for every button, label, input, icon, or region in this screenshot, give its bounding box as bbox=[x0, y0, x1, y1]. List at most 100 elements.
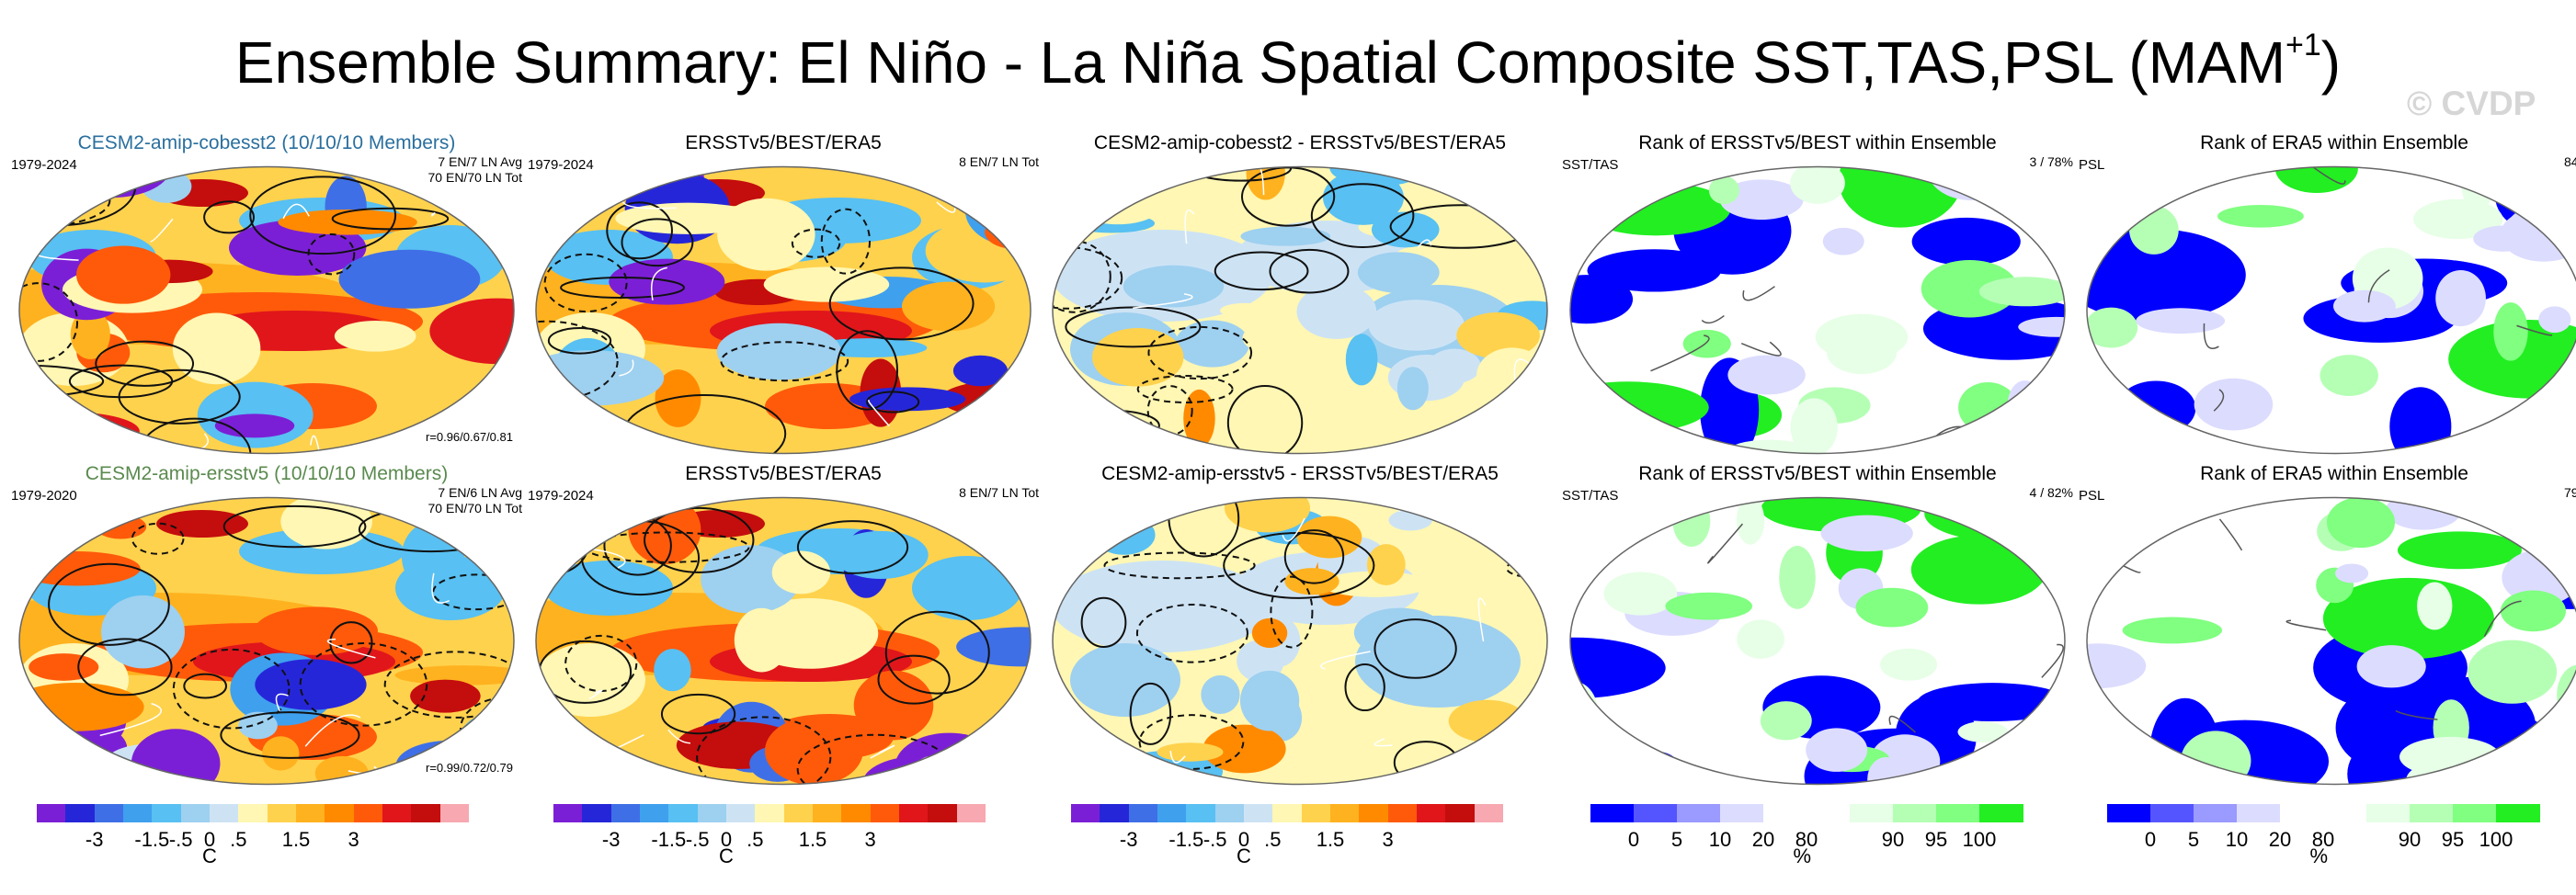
colorbar-tick-label: .5 bbox=[230, 828, 247, 851]
panel-title: CESM2-amip-ersstv5 (10/10/10 Members) bbox=[85, 463, 449, 484]
colorbar-box bbox=[1272, 804, 1303, 822]
map-panel-4: Rank of ERSSTv5/BEST within Ensemble SST/… bbox=[1560, 132, 2075, 471]
colorbar-box bbox=[411, 804, 441, 822]
colorbar-box bbox=[870, 804, 900, 822]
colorbar-box bbox=[1417, 804, 1446, 822]
colorbar-tick-label: 1.5 bbox=[281, 828, 311, 851]
colorbar-tick-label: 95 bbox=[2441, 828, 2465, 851]
cvdp-watermark: © CVDP bbox=[2407, 85, 2536, 122]
colorbar-box bbox=[2150, 804, 2194, 822]
map-panel-5: Rank of ERA5 within Ensemble PSL 84% bbox=[2077, 132, 2576, 471]
panel-count-line: 79% bbox=[2563, 485, 2576, 500]
colorbar-box bbox=[697, 804, 727, 822]
panel-period-label: PSL bbox=[2079, 488, 2105, 504]
colorbar-tick-label: -3 bbox=[601, 828, 621, 851]
colorbar-tick-label: 10 bbox=[1708, 828, 1732, 851]
panel-title: Rank of ERA5 within Ensemble bbox=[2200, 463, 2468, 484]
map-panel-2: ERSSTv5/BEST/ERA5 1979-2024 8 EN/7 LN Tot bbox=[526, 132, 1041, 471]
globe-map bbox=[18, 165, 515, 455]
colorbar-tick-label: 1.5 bbox=[798, 828, 827, 851]
colorbar-box bbox=[956, 804, 986, 822]
panel-title: Rank of ERA5 within Ensemble bbox=[2200, 132, 2468, 153]
colorbar-tick-label: 0 bbox=[2144, 828, 2157, 851]
colorbar-tick-label: 0 bbox=[203, 828, 216, 851]
colorbar-box bbox=[1720, 804, 1764, 822]
panel-title: ERSSTv5/BEST/ERA5 bbox=[685, 132, 882, 153]
panel-correlation-label: r=0.96/0.67/0.81 bbox=[425, 430, 513, 444]
globe-map bbox=[1569, 496, 2066, 786]
colorbar-tick-label: -3 bbox=[1119, 828, 1138, 851]
globe-map bbox=[535, 165, 1032, 455]
colorbar-box bbox=[2453, 804, 2497, 822]
colorbar-box bbox=[1359, 804, 1389, 822]
title-superscript: +1 bbox=[2285, 28, 2321, 62]
colorbar-box bbox=[1186, 804, 1216, 822]
colorbar-tick-label: 100 bbox=[2479, 828, 2513, 851]
colorbar-box bbox=[1677, 804, 1721, 822]
colorbar-box bbox=[325, 804, 355, 822]
rank-colorbar: 0 5 10 20 80 90 95 100% bbox=[2107, 804, 2540, 867]
colorbar-box bbox=[2237, 804, 2281, 822]
colorbar-box bbox=[1445, 804, 1476, 822]
colorbar-box bbox=[94, 804, 124, 822]
colorbar-box bbox=[1893, 804, 1937, 822]
colorbar-tick-label: 90 bbox=[2398, 828, 2422, 851]
panel-count-line: 8 EN/7 LN Tot bbox=[959, 154, 1039, 169]
colorbar-tick-label: -1.5 bbox=[651, 828, 687, 851]
panel-count-label: 79% bbox=[2564, 485, 2576, 501]
colorbar-box bbox=[783, 804, 814, 822]
colorbar-box bbox=[2366, 804, 2411, 822]
panel-count-line: 7 EN/7 LN Avg bbox=[438, 154, 522, 169]
colorbar-tick-label: 95 bbox=[1924, 828, 1948, 851]
panel-title: Rank of ERSSTv5/BEST within Ensemble bbox=[1638, 463, 1997, 484]
colorbar-box bbox=[1763, 804, 1807, 822]
panel-title: CESM2-amip-cobesst2 (10/10/10 Members) bbox=[77, 132, 456, 153]
colorbar-tick-label: 5 bbox=[1670, 828, 1683, 851]
panel-title: ERSSTv5/BEST/ERA5 bbox=[685, 463, 882, 484]
panel-count-label: 84% bbox=[2564, 154, 2576, 170]
colorbar-tick-label: -.5 bbox=[1203, 828, 1227, 851]
colorbar-box bbox=[2107, 804, 2151, 822]
panel-count-line: 3 / 78% bbox=[2029, 154, 2073, 169]
colorbar-box bbox=[267, 804, 297, 822]
colorbar-box bbox=[1071, 804, 1100, 822]
map-panel-3: CESM2-amip-cobesst2 - ERSSTv5/BEST/ERA5 bbox=[1043, 132, 1557, 471]
colorbar-box bbox=[65, 804, 96, 822]
colorbar-box bbox=[1474, 804, 1504, 822]
colorbar-box bbox=[439, 804, 470, 822]
colorbar-tick-label: 0 bbox=[1237, 828, 1250, 851]
panel-total-line: 70 EN/70 LN Tot bbox=[427, 170, 522, 185]
colorbar-tick-label: 3 bbox=[1382, 828, 1394, 851]
colorbar-tick-label: -.5 bbox=[685, 828, 710, 851]
colorbar-box bbox=[1330, 804, 1360, 822]
colorbar-box bbox=[1590, 804, 1635, 822]
colorbar-box bbox=[1634, 804, 1678, 822]
panel-title: CESM2-amip-ersstv5 - ERSSTv5/BEST/ERA5 bbox=[1101, 463, 1499, 484]
diff-colorbar: -3 -1.5 -.5 0 .5 1.5 3 C bbox=[553, 804, 986, 867]
map-panel-6: CESM2-amip-ersstv5 (10/10/10 Members) 197… bbox=[9, 463, 524, 802]
title-close: ) bbox=[2320, 29, 2342, 96]
colorbar-tick-label: -1.5 bbox=[134, 828, 170, 851]
panel-period-label: 1979-2024 bbox=[528, 157, 594, 173]
colorbar-tick-label: 80 bbox=[1795, 828, 1818, 851]
colorbar-box bbox=[1850, 804, 1894, 822]
colorbar-box bbox=[1128, 804, 1158, 822]
colorbar-tick-label: 20 bbox=[2268, 828, 2292, 851]
panel-period-label: SST/TAS bbox=[1562, 488, 1619, 504]
colorbar-box bbox=[1301, 804, 1331, 822]
colorbar-box bbox=[726, 804, 756, 822]
panel-count-line: 7 EN/6 LN Avg bbox=[438, 485, 522, 500]
colorbar-box bbox=[210, 804, 239, 822]
panel-title: CESM2-amip-cobesst2 - ERSSTv5/BEST/ERA5 bbox=[1093, 132, 1507, 153]
globe-map bbox=[1569, 165, 2066, 455]
colorbar-box bbox=[2410, 804, 2454, 822]
colorbar-box bbox=[1244, 804, 1273, 822]
colorbar-tick-label: 100 bbox=[1962, 828, 1997, 851]
colorbar-tick-label: .5 bbox=[1264, 828, 1282, 851]
panel-count-label: 7 EN/7 LN Avg 70 EN/70 LN Tot bbox=[428, 154, 522, 186]
colorbar-box bbox=[553, 804, 583, 822]
colorbar-tick-label: -3 bbox=[85, 828, 104, 851]
colorbar-tick-label: 5 bbox=[2187, 828, 2200, 851]
colorbar-box bbox=[2194, 804, 2238, 822]
colorbar-unit-label: C bbox=[1237, 844, 1251, 867]
